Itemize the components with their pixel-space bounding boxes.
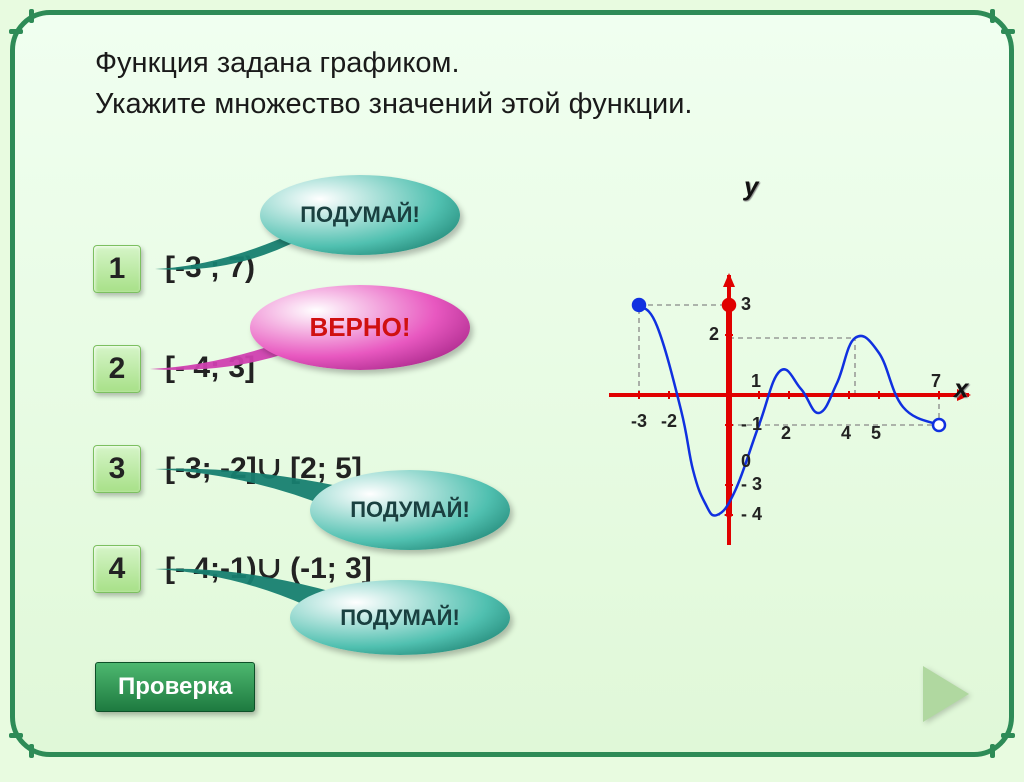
answer-button-1[interactable]: 1 — [93, 245, 141, 293]
tick-label: 7 — [931, 371, 941, 392]
tick-label: -2 — [661, 411, 677, 432]
tick-label: 2 — [709, 324, 719, 345]
question-text: Функция задана графиком. Укажите множест… — [95, 43, 949, 124]
check-button[interactable]: Проверка — [95, 662, 255, 712]
answer-text-3: [-3; -2]∪ [2; 5] — [165, 451, 362, 486]
function-graph: у х -3-21245732- 1- 3- 40 — [539, 185, 969, 585]
tick-label: 3 — [741, 294, 751, 315]
answer-text-4: [- 4;-1)∪ (-1; 3] — [165, 551, 372, 586]
next-arrow-icon[interactable] — [923, 666, 969, 722]
corner-decoration — [987, 730, 1013, 756]
answer-button-3[interactable]: 3 — [93, 445, 141, 493]
corner-decoration — [11, 730, 37, 756]
tick-label: 1 — [751, 371, 761, 392]
answer-button-4[interactable]: 4 — [93, 545, 141, 593]
feedback-correct-bubble: ВЕРНО! — [250, 285, 470, 370]
tick-label: 2 — [781, 423, 791, 444]
answer-text-2: [- 4; 3] — [165, 351, 255, 385]
answer-button-2[interactable]: 2 — [93, 345, 141, 393]
tick-label: 4 — [841, 423, 851, 444]
tick-label: -3 — [631, 411, 647, 432]
feedback-think-bubble: ПОДУМАЙ! — [290, 580, 510, 655]
tick-label: - 1 — [741, 414, 762, 435]
feedback-think-bubble: ПОДУМАЙ! — [310, 470, 510, 550]
feedback-think-bubble: ПОДУМАЙ! — [260, 175, 460, 255]
tick-label: - 4 — [741, 504, 762, 525]
x-axis-label: х — [954, 373, 968, 404]
tick-label: 0 — [741, 451, 751, 472]
corner-decoration — [11, 11, 37, 37]
tick-label: - 3 — [741, 474, 762, 495]
y-axis-label: у — [744, 171, 758, 202]
slide-frame: Функция задана графиком. Укажите множест… — [10, 10, 1014, 757]
tick-label: 5 — [871, 423, 881, 444]
answer-text-1: [-3 ; 7) — [165, 251, 255, 285]
corner-decoration — [987, 11, 1013, 37]
